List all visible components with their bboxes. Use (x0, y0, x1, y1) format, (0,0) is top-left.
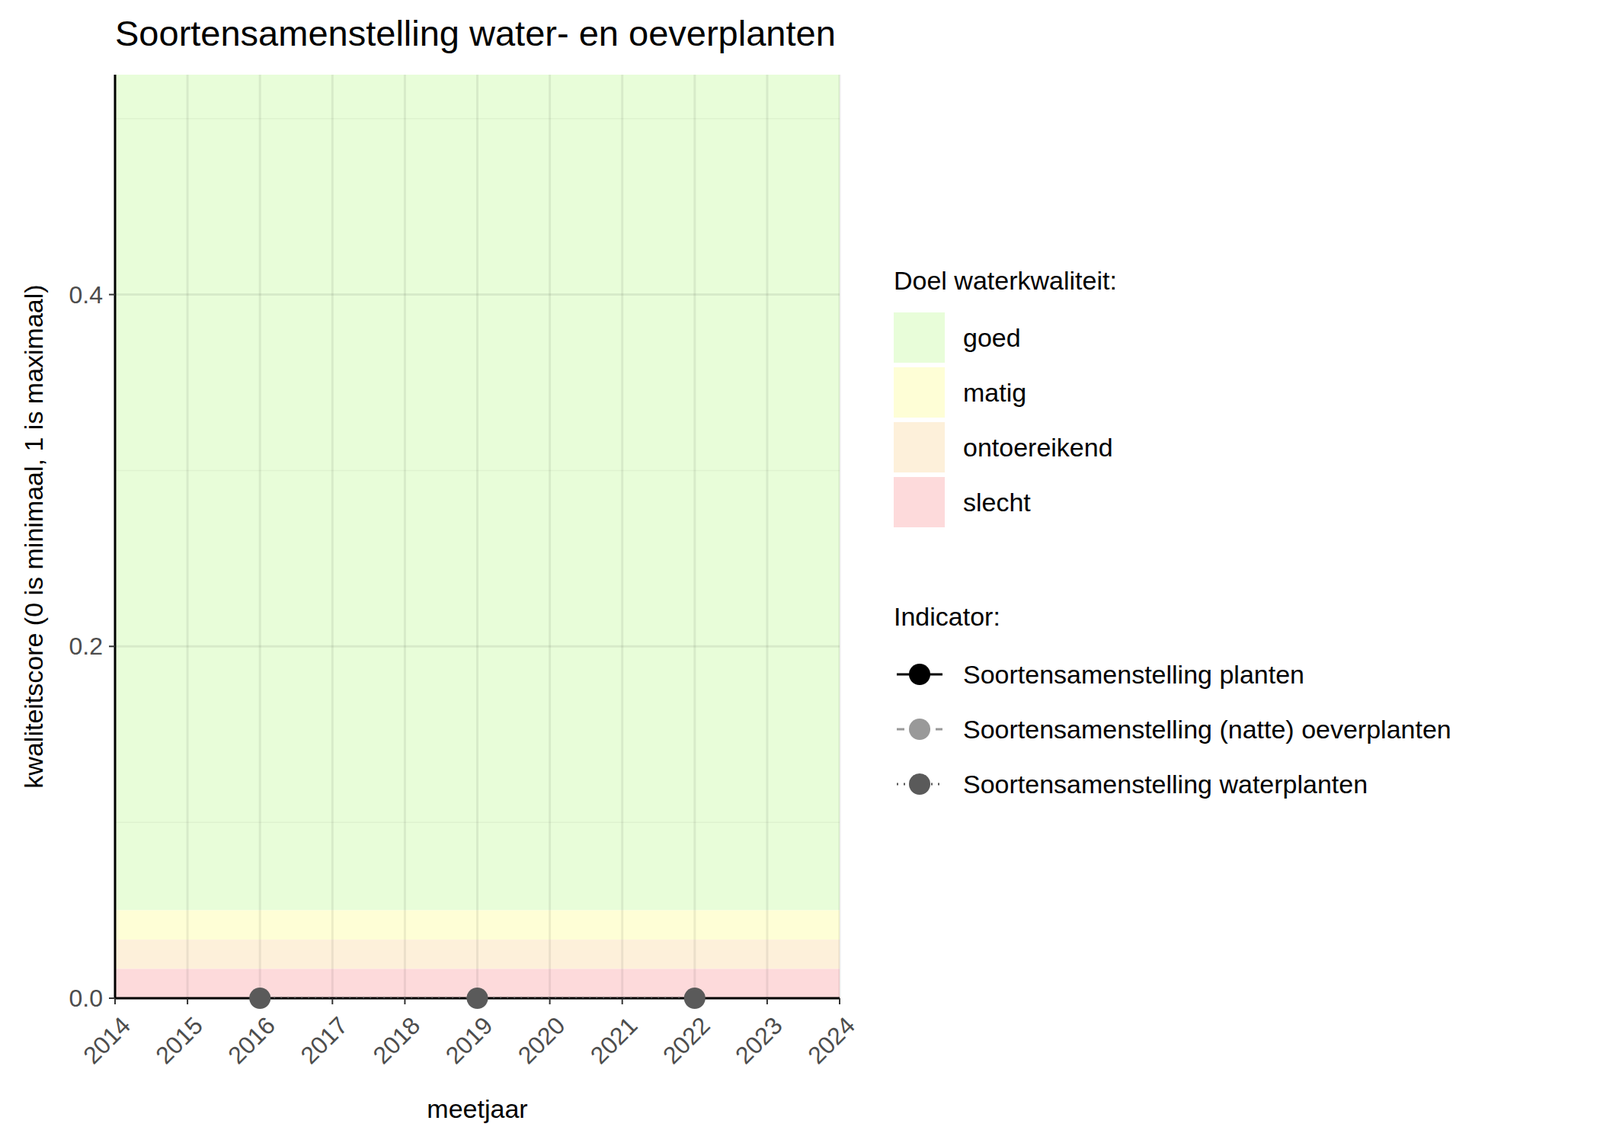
legend-title: Doel waterkwaliteit: (893, 265, 1117, 295)
x-tick-label: 2023 (729, 1011, 788, 1069)
legend-label: Soortensamenstelling (natte) oeverplante… (963, 714, 1452, 744)
grid-line (403, 74, 407, 999)
legend-key (908, 663, 931, 685)
y-tick-label: 0.0 (69, 984, 103, 1012)
title: Soortensamenstelling water- en oeverplan… (115, 12, 836, 54)
x-tick-label: 2024 (802, 1011, 861, 1069)
legend-label: goed (963, 323, 1021, 352)
grid-line (620, 74, 624, 999)
grid-line (765, 74, 768, 999)
legend-key (893, 422, 945, 473)
grid-line (548, 74, 551, 999)
x-tick-label: 2017 (294, 1011, 353, 1069)
legend-label: ontoereikend (963, 432, 1114, 462)
grid-line (476, 74, 479, 999)
legend-key (893, 476, 945, 528)
y-axis-title: kwaliteitscore (0 is minimaal, 1 is maxi… (19, 284, 48, 788)
x-tick-label: 2019 (440, 1011, 499, 1069)
x-tick (186, 998, 189, 1005)
x-axis-title: meetjaar (426, 1094, 528, 1124)
point (249, 987, 271, 1009)
legend-key (908, 773, 931, 795)
legend-key (893, 367, 945, 418)
legend-key (893, 312, 945, 363)
x-tick-label: 2015 (150, 1011, 208, 1069)
x-tick (403, 998, 406, 1005)
points (249, 987, 706, 1009)
legend-label: matig (963, 377, 1027, 407)
chart: 0.00.20.42014201520162017201820192020202… (0, 0, 1600, 1143)
bands (115, 74, 840, 999)
x-tick (114, 998, 116, 1005)
grid (115, 74, 840, 999)
y-tick (108, 294, 116, 296)
y-tick-label: 0.4 (69, 281, 103, 309)
point (684, 987, 706, 1009)
point (467, 987, 489, 1009)
y-tick (108, 645, 116, 647)
legend-label: slecht (963, 487, 1031, 517)
legend-label: Soortensamenstelling planten (963, 659, 1305, 689)
y-axis-line (114, 74, 117, 999)
grid-line (331, 74, 334, 999)
grid-line (693, 74, 696, 999)
legend: Doel waterkwaliteit: goed matig ontoereiken… (893, 265, 1452, 799)
x-tick-label: 2014 (77, 1011, 136, 1069)
x-tick (331, 998, 333, 1005)
y-tick-label: 0.2 (69, 632, 103, 660)
x-tick-label: 2022 (657, 1011, 716, 1069)
x-tick (549, 998, 551, 1005)
x-tick-label: 2021 (585, 1011, 644, 1069)
legend-title: Indicator: (893, 601, 1001, 631)
y-tick (108, 997, 116, 999)
x-tick (621, 998, 624, 1005)
x-tick (838, 998, 841, 1005)
grid-line (114, 74, 117, 999)
legend-key (908, 718, 931, 740)
grid-line (838, 74, 842, 999)
grid-line (259, 74, 262, 999)
x-tick-label: 2020 (512, 1011, 571, 1069)
x-tick-label: 2016 (222, 1011, 281, 1069)
legend-label: Soortensamenstelling waterplanten (963, 769, 1368, 799)
x-tick-label: 2018 (368, 1011, 426, 1069)
x-tick (766, 998, 768, 1005)
grid-line (186, 74, 189, 999)
